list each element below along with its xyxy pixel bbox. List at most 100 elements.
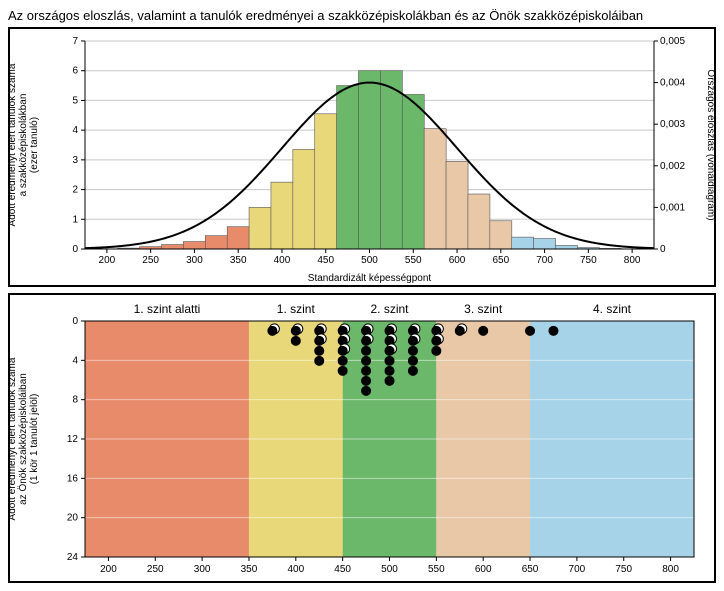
y-left-tick-label: 2: [72, 185, 78, 196]
student-dot-black: [361, 386, 371, 396]
student-dot-black: [291, 336, 301, 346]
bar: [512, 237, 534, 249]
top-chart-panel: 200 250 300 350 400 450 500 550 6 0 0 650 700 750 800 0…: [8, 27, 716, 287]
y-tick-label: 12: [67, 434, 79, 445]
student-dot-black: [431, 346, 441, 356]
student-dot-black: [338, 346, 348, 356]
student-dot-black: [478, 326, 488, 336]
y-right-tick-label: 0,004: [660, 78, 685, 89]
x-tick-label: 250: [142, 255, 159, 266]
y-tick-label: 0: [72, 316, 78, 327]
bar: [271, 182, 293, 249]
student-dot-black: [525, 326, 535, 336]
y-left-tick-label: 6: [72, 66, 78, 77]
y-left-axis-label: Adott eredményt elért tanulók számaa sza…: [10, 63, 40, 226]
student-dot-black: [385, 346, 395, 356]
bar: [555, 245, 577, 249]
y-right-tick-label: 0,001: [660, 202, 685, 213]
y-right-tick-label: 0: [660, 244, 666, 255]
bottom-chart-panel: 1. szint alatti1. szint2. szint3. szint4…: [8, 293, 716, 583]
student-dot-black: [314, 336, 324, 346]
student-dot-black: [361, 376, 371, 386]
student-dot-black: [338, 356, 348, 366]
y-left-tick-label: 3: [72, 155, 78, 166]
x-tick-label: 700: [536, 255, 553, 266]
student-dot-black: [267, 326, 277, 336]
student-dot-black: [338, 366, 348, 376]
y-tick-label: 24: [67, 552, 79, 563]
student-dot-black: [314, 356, 324, 366]
band-label: 2. szint: [370, 302, 409, 316]
x-tick-label: 500: [361, 255, 378, 266]
student-dot-black: [385, 356, 395, 366]
bar: [402, 94, 424, 249]
x-tick-label: 300: [186, 255, 203, 266]
x-tick-label: 650: [492, 255, 509, 266]
student-dot-black: [548, 326, 558, 336]
y-tick-label: 8: [72, 395, 78, 406]
bar: [162, 245, 184, 249]
bar: [249, 207, 271, 249]
student-dot-black: [314, 346, 324, 356]
bar: [337, 86, 359, 249]
x-tick-label: 800: [624, 255, 641, 266]
y-right-tick-label: 0,003: [660, 119, 685, 130]
x-tick-label: 550: [428, 564, 445, 575]
x-tick-label: 750: [580, 255, 597, 266]
y-left-tick-label: 5: [72, 95, 78, 106]
page-title: Az országos eloszlás, valamint a tanulók…: [8, 8, 716, 23]
x-tick-label: 350: [230, 255, 247, 266]
x-tick-label: 350: [241, 564, 258, 575]
x-tick-label: 600: [475, 564, 492, 575]
bar: [534, 239, 556, 249]
x-tick-label: 450: [317, 255, 334, 266]
y-tick-label: 4: [72, 355, 78, 366]
student-dot-black: [431, 336, 441, 346]
student-dot-black: [385, 376, 395, 386]
student-dot-black: [385, 366, 395, 376]
band-label: 4. szint: [593, 302, 632, 316]
bar: [315, 114, 337, 249]
y-tick-label: 20: [67, 513, 79, 524]
student-dot-black: [408, 346, 418, 356]
x-tick-label: 200: [99, 255, 116, 266]
top-chart-svg: 200 250 300 350 400 450 500 550 6 0 0 650 700 750 800 0…: [10, 29, 714, 285]
bottom-chart-svg: 1. szint alatti1. szint2. szint3. szint4…: [10, 295, 714, 581]
bar: [380, 71, 402, 249]
y-left-tick-label: 7: [72, 36, 78, 47]
student-dot-black: [361, 366, 371, 376]
student-dot-black: [361, 356, 371, 366]
student-dot-black: [455, 326, 465, 336]
y-tick-label: 16: [67, 473, 79, 484]
bar: [293, 149, 315, 249]
band-label: 1. szint: [277, 302, 316, 316]
bar: [359, 71, 381, 249]
x-tick-label: 200: [100, 564, 117, 575]
y-left-tick-label: 4: [72, 125, 78, 136]
bar: [446, 161, 468, 249]
y-right-tick-label: 0,002: [660, 161, 685, 172]
y-right-axis-label: Országos eloszlás (vonaldiagram): [705, 69, 714, 220]
student-dot-black: [291, 326, 301, 336]
x-tick-label: 800: [662, 564, 679, 575]
student-dot-black: [408, 356, 418, 366]
student-dot-black: [408, 336, 418, 346]
x-tick-label: 250: [147, 564, 164, 575]
x-tick-label: 550: [405, 255, 422, 266]
band-label: 1. szint alatti: [134, 302, 201, 316]
student-dot-black: [361, 346, 371, 356]
x-tick-label: 750: [615, 564, 632, 575]
bar: [227, 227, 249, 249]
x-tick-label: 500: [381, 564, 398, 575]
x-tick-label: 400: [274, 255, 291, 266]
x-axis-label: Standardizált képességpont: [308, 273, 432, 284]
x-tick-label: 650: [522, 564, 539, 575]
y-left-tick-label: 0: [72, 244, 78, 255]
x-tick-label: 700: [569, 564, 586, 575]
x-tick-label: 300: [194, 564, 211, 575]
bar: [183, 242, 205, 249]
bar: [468, 194, 490, 249]
student-dot-black: [361, 336, 371, 346]
bar: [205, 236, 227, 249]
x-tick-label: 450: [334, 564, 351, 575]
